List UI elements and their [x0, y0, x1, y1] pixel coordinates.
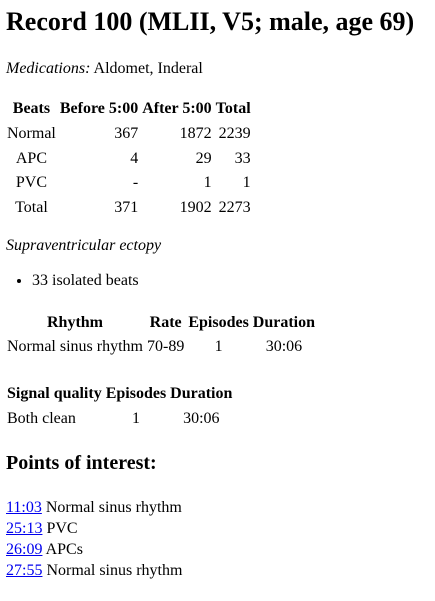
- total-count-cell: 2273: [218, 199, 251, 217]
- list-item: 25:13 PVC: [6, 518, 429, 539]
- before-count-cell: 367: [114, 124, 139, 142]
- duration-col-header: Duration: [252, 313, 316, 331]
- medications-line: Medications: Aldomet, Inderal: [6, 59, 429, 80]
- list-item: 11:03 Normal sinus rhythm: [6, 497, 429, 518]
- rate-cell: 70-89: [147, 338, 185, 356]
- list-item: 33 isolated beats: [32, 271, 429, 292]
- duration-cell: 30:06: [265, 338, 303, 356]
- table-row: Both clean 1 30:06: [6, 408, 233, 431]
- beats-table: Beats Before 5:00 After 5:00 Total Norma…: [4, 96, 254, 222]
- after-count-cell: 29: [195, 149, 212, 167]
- signal-quality-col-header: Signal quality: [7, 385, 102, 403]
- poi-label: Normal sinus rhythm: [46, 561, 183, 579]
- after-count-cell: 1: [203, 174, 212, 192]
- page-title: Record 100 (MLII, V5; male, age 69): [6, 7, 415, 36]
- medications-value: Aldomet, Inderal: [93, 60, 203, 78]
- episodes-cell: 1: [214, 338, 223, 356]
- poi-label: Normal sinus rhythm: [45, 498, 182, 516]
- table-row: Normal 367 1872 2239: [6, 123, 252, 146]
- before-col-header: Before 5:00: [59, 99, 139, 117]
- rhythm-cell: Normal sinus rhythm: [7, 338, 143, 356]
- duration-col-header: Duration: [170, 385, 233, 403]
- rhythm-table-header-row: Rhythm Rate Episodes Duration: [6, 312, 316, 335]
- signal-quality-header-row: Signal quality Episodes Duration: [6, 383, 233, 406]
- points-of-interest-heading: Points of interest:: [6, 451, 157, 474]
- total-col-header: Total: [215, 99, 251, 117]
- list-item: 27:55 Normal sinus rhythm: [6, 560, 429, 581]
- episodes-col-header: Episodes: [105, 385, 167, 403]
- points-of-interest-list: 11:03 Normal sinus rhythm 25:13 PVC 26:0…: [6, 497, 429, 581]
- episodes-col-header: Episodes: [188, 313, 249, 331]
- table-row: PVC - 1 1: [6, 172, 252, 195]
- table-row: APC 4 29 33: [6, 148, 252, 171]
- timestamp-link[interactable]: 27:55: [6, 561, 43, 579]
- timestamp-link[interactable]: 25:13: [6, 519, 43, 537]
- poi-label: APCs: [45, 540, 83, 558]
- before-count-cell: 371: [114, 199, 139, 217]
- total-count-cell: 33: [234, 149, 251, 167]
- before-count-cell: -: [132, 174, 139, 192]
- total-count-cell: 2239: [218, 124, 251, 142]
- signal-quality-cell: Both clean: [7, 409, 76, 427]
- after-count-cell: 1872: [179, 124, 212, 142]
- timestamp-link[interactable]: 26:09: [6, 540, 43, 558]
- rhythm-col-header: Rhythm: [46, 313, 103, 331]
- timestamp-link[interactable]: 11:03: [6, 498, 42, 516]
- ectopy-list: 33 isolated beats: [6, 271, 429, 292]
- beats-col-header: Beats: [12, 99, 51, 117]
- episodes-cell: 1: [131, 409, 140, 427]
- table-row: Normal sinus rhythm 70-89 1 30:06: [6, 336, 316, 359]
- beat-type-cell: APC: [15, 149, 47, 167]
- signal-quality-table: Signal quality Episodes Duration Both cl…: [4, 381, 235, 433]
- total-count-cell: 1: [242, 174, 251, 192]
- before-count-cell: 4: [130, 149, 139, 167]
- after-col-header: After 5:00: [142, 99, 212, 117]
- after-count-cell: 1902: [179, 199, 212, 217]
- record-page: Record 100 (MLII, V5; male, age 69) Medi…: [0, 6, 435, 581]
- beats-table-header-row: Beats Before 5:00 After 5:00 Total: [6, 98, 252, 121]
- rhythm-table: Rhythm Rate Episodes Duration Normal sin…: [4, 310, 318, 362]
- beat-type-cell: Total: [15, 199, 48, 217]
- beat-type-cell: Normal: [7, 124, 56, 142]
- list-item: 26:09 APCs: [6, 539, 429, 560]
- beat-type-cell: PVC: [15, 174, 47, 192]
- table-row: Total 371 1902 2273: [6, 197, 252, 220]
- medications-label: Medications:: [6, 60, 91, 78]
- duration-cell: 30:06: [183, 409, 220, 427]
- poi-label: PVC: [46, 519, 78, 537]
- ectopy-heading: Supraventricular ectopy: [6, 236, 162, 254]
- rate-col-header: Rate: [149, 313, 182, 331]
